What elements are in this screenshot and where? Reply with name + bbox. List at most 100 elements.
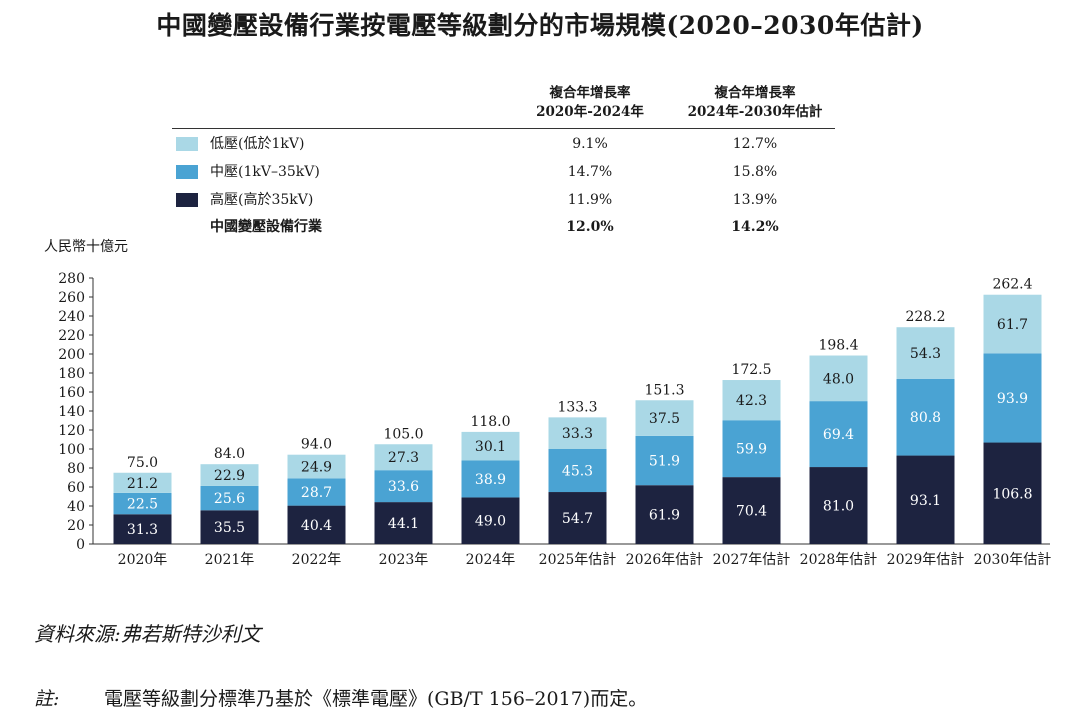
bar-segment-value-label: 54.3 xyxy=(910,346,941,362)
bar-segment-value-label: 93.1 xyxy=(910,493,941,509)
cagr2-total: 14.2% xyxy=(731,219,779,235)
bar-segment-medium-voltage xyxy=(896,378,955,456)
bar-segment-medium-voltage xyxy=(722,420,781,478)
cagr-header-2024-2030: 複合年增長率 2024年-2030年估計 xyxy=(680,84,830,122)
bar-segment-medium-voltage xyxy=(983,353,1042,443)
bar-segment-high-voltage xyxy=(722,477,781,544)
x-tick-label: 2026年估計 xyxy=(626,552,704,568)
cagr1-medium: 14.7% xyxy=(567,164,613,180)
bar-segment-medium-voltage xyxy=(374,470,433,503)
bar-segment-value-label: 22.5 xyxy=(127,497,158,513)
bar-total-label: 75.0 xyxy=(127,455,158,471)
y-tick-label: 60 xyxy=(67,480,85,496)
y-axis-unit-label: 人民幣十億元 xyxy=(44,239,128,255)
bar-segment-low-voltage xyxy=(374,444,433,471)
bar-segment-low-voltage xyxy=(896,327,955,379)
bar-segment-value-label: 49.0 xyxy=(475,514,506,530)
bar-segment-value-label: 24.9 xyxy=(301,460,332,476)
cagr-header-1-line1: 複合年增長率 xyxy=(549,85,631,101)
bar-segment-high-voltage xyxy=(374,502,433,544)
bar-segment-low-voltage xyxy=(287,454,346,479)
bar-segment-value-label: 59.9 xyxy=(736,442,767,458)
bar-segment-medium-voltage xyxy=(461,460,520,498)
bar-segment-high-voltage xyxy=(461,497,520,544)
bar-total-label: 198.4 xyxy=(818,338,858,354)
cagr2-low: 12.7% xyxy=(732,136,778,152)
cagr1-high: 11.9% xyxy=(567,192,613,208)
y-tick-label: 120 xyxy=(58,423,85,439)
bar-segment-medium-voltage xyxy=(548,449,607,493)
bar-segment-value-label: 81.0 xyxy=(823,499,854,515)
x-tick-label: 2024年 xyxy=(466,552,516,568)
cagr-header-1-line2: 2020年-2024年 xyxy=(536,104,644,120)
y-tick-label: 160 xyxy=(58,385,85,401)
bar-segment-low-voltage xyxy=(722,380,781,421)
bar-segment-high-voltage xyxy=(287,505,346,544)
bar-segment-high-voltage xyxy=(635,485,694,544)
bar-segment-high-voltage xyxy=(983,442,1042,544)
cagr2-high: 13.9% xyxy=(732,192,778,208)
bar-segment-value-label: 42.3 xyxy=(736,393,767,409)
bar-segment-value-label: 106.8 xyxy=(992,486,1032,502)
bar-segment-value-label: 80.8 xyxy=(910,410,941,426)
bar-segment-low-voltage xyxy=(983,294,1042,354)
bar-total-label: 151.3 xyxy=(644,382,684,398)
bar-segment-medium-voltage xyxy=(287,478,346,506)
legend-table: 複合年增長率 2020年-2024年 複合年增長率 2024年-2030年估計 … xyxy=(0,0,1080,240)
bar-total-label: 262.4 xyxy=(992,277,1032,293)
cagr1-low: 9.1% xyxy=(572,136,608,152)
bar-total-label: 84.0 xyxy=(214,446,245,462)
legend-divider xyxy=(172,128,835,129)
legend-label: 低壓(低於1kV) xyxy=(210,136,305,152)
y-tick-label: 240 xyxy=(58,309,85,325)
x-tick-label: 2023年 xyxy=(379,552,429,568)
x-tick-label: 2029年估計 xyxy=(887,552,965,568)
bar-segment-medium-voltage xyxy=(200,485,259,511)
bar-segment-value-label: 69.4 xyxy=(823,427,854,443)
x-tick-label: 2021年 xyxy=(205,552,255,568)
x-tick-label: 2020年 xyxy=(118,552,168,568)
bar-segment-value-label: 61.7 xyxy=(997,317,1028,333)
bar-segment-value-label: 25.6 xyxy=(214,491,245,507)
swatch-low-voltage xyxy=(176,137,198,151)
y-tick-label: 100 xyxy=(58,442,85,458)
bar-segment-value-label: 33.3 xyxy=(562,426,593,442)
cagr-header-2-line1: 複合年增長率 xyxy=(714,85,796,101)
bar-total-label: 118.0 xyxy=(470,414,510,430)
bar-segment-value-label: 48.0 xyxy=(823,371,854,387)
bar-segment-medium-voltage xyxy=(635,435,694,486)
y-tick-label: 220 xyxy=(58,328,85,344)
bar-segment-value-label: 54.7 xyxy=(562,511,593,527)
bar-segment-high-voltage xyxy=(896,455,955,544)
bar-segment-value-label: 93.9 xyxy=(997,391,1028,407)
y-tick-label: 260 xyxy=(58,290,85,306)
cagr2-medium: 15.8% xyxy=(732,164,778,180)
bar-segment-value-label: 35.5 xyxy=(214,520,245,536)
x-tick-label: 2028年估計 xyxy=(800,552,878,568)
x-tick-label: 2022年 xyxy=(292,552,342,568)
bar-segment-value-label: 44.1 xyxy=(388,516,419,532)
x-tick-label: 2030年估計 xyxy=(974,552,1052,568)
chart-title: 中國變壓設備行業按電壓等級劃分的市場規模(2020–2030年估計) xyxy=(156,11,924,40)
bar-segment-value-label: 21.2 xyxy=(127,476,158,492)
note-text: 電壓等級劃分標準乃基於《標準電壓》(GB/T 156–2017)而定。 xyxy=(104,688,648,710)
y-tick-label: 180 xyxy=(58,366,85,382)
bar-segment-medium-voltage xyxy=(809,401,868,468)
bar-segment-low-voltage xyxy=(461,431,520,461)
note-label: 註: xyxy=(34,688,60,710)
bar-total-label: 172.5 xyxy=(731,362,771,378)
source-note: 資料來源:弗若斯特沙利文 xyxy=(34,622,261,646)
bar-segment-value-label: 40.4 xyxy=(301,518,332,534)
legend-label: 中壓(1kV–35kV) xyxy=(210,164,320,180)
bar-segment-value-label: 45.3 xyxy=(562,464,593,480)
bar-segment-value-label: 51.9 xyxy=(649,454,680,470)
y-tick-label: 20 xyxy=(67,518,85,534)
bar-segment-high-voltage xyxy=(200,510,259,544)
bar-segment-value-label: 38.9 xyxy=(475,472,506,488)
swatch-high-voltage xyxy=(176,193,198,207)
bar-segment-low-voltage xyxy=(200,464,259,486)
x-tick-label: 2027年估計 xyxy=(713,552,791,568)
cagr-header-2-line2: 2024年-2030年估計 xyxy=(687,104,823,120)
legend-label: 高壓(高於35kV) xyxy=(210,192,314,208)
bar-total-label: 105.0 xyxy=(383,426,423,442)
